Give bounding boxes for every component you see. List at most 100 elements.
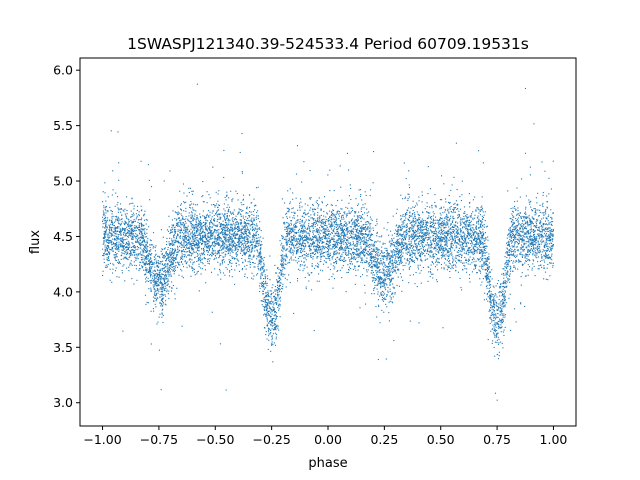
data-point (251, 250, 253, 252)
data-point (271, 341, 273, 343)
data-point (488, 262, 490, 264)
data-point (368, 246, 370, 248)
data-point (124, 235, 127, 237)
data-point (266, 278, 269, 280)
data-point (507, 244, 509, 246)
data-point (123, 228, 125, 230)
data-point (418, 214, 420, 216)
data-point (280, 291, 282, 293)
data-point (498, 303, 500, 305)
data-point (223, 176, 225, 179)
data-point (436, 281, 438, 283)
data-point (187, 254, 189, 256)
data-point (239, 222, 241, 224)
data-point (115, 218, 117, 220)
data-point (535, 223, 537, 225)
data-point (264, 302, 266, 304)
data-point (124, 233, 127, 235)
data-point (406, 229, 408, 231)
data-point (119, 208, 121, 210)
data-point (162, 298, 164, 300)
data-point (422, 239, 424, 241)
data-point (463, 222, 465, 224)
data-point (509, 281, 511, 283)
data-point (302, 225, 304, 227)
data-point (311, 265, 313, 267)
data-point (297, 257, 299, 260)
data-point (160, 305, 162, 307)
data-point (146, 280, 148, 282)
data-point (322, 263, 325, 265)
data-point (285, 254, 287, 256)
data-point (322, 221, 324, 223)
data-point (282, 263, 284, 265)
data-point (357, 215, 359, 217)
data-point (395, 260, 397, 262)
data-point (113, 235, 115, 237)
data-point (141, 217, 143, 219)
data-point (285, 213, 287, 215)
data-point (133, 254, 135, 256)
data-point (247, 229, 249, 231)
data-point (267, 314, 269, 316)
data-point (119, 229, 121, 231)
data-point (211, 234, 213, 236)
data-point (287, 248, 289, 250)
data-point (171, 243, 173, 245)
data-point (208, 263, 211, 265)
data-point (450, 215, 452, 217)
data-point (129, 262, 131, 264)
data-point (338, 247, 341, 249)
data-point (500, 283, 502, 285)
data-point (481, 267, 483, 269)
data-point (530, 220, 532, 222)
data-point (193, 203, 195, 205)
data-point (497, 336, 499, 338)
data-point (390, 251, 393, 253)
data-point (245, 216, 247, 218)
data-point (392, 296, 394, 298)
data-point (551, 217, 553, 219)
data-point (528, 249, 530, 251)
data-point (145, 218, 147, 221)
data-point (354, 283, 356, 285)
data-point (370, 253, 372, 255)
data-point (350, 267, 352, 270)
data-point (405, 262, 407, 264)
data-point (519, 234, 521, 236)
data-point (173, 239, 175, 241)
data-point (399, 256, 401, 258)
data-point (259, 291, 261, 293)
data-point (411, 221, 413, 224)
data-point (502, 285, 504, 287)
data-point (222, 243, 224, 245)
data-point (521, 255, 523, 257)
data-point (141, 236, 143, 239)
data-point (216, 210, 218, 212)
data-point (470, 243, 472, 245)
data-point (515, 238, 517, 240)
data-point (516, 255, 518, 257)
data-point (294, 256, 297, 258)
data-point (145, 266, 147, 269)
data-point (120, 239, 122, 241)
data-point (144, 263, 146, 265)
data-point (363, 236, 365, 238)
data-point (381, 251, 383, 254)
data-point (408, 237, 410, 239)
data-point (222, 272, 224, 274)
data-point (237, 224, 239, 226)
data-point (263, 256, 265, 259)
data-point (163, 268, 165, 270)
data-point (300, 252, 302, 254)
data-point (364, 212, 366, 214)
data-point (341, 208, 343, 210)
data-point (438, 237, 440, 239)
data-point (327, 233, 329, 236)
data-point (391, 263, 393, 265)
data-point (404, 239, 406, 241)
data-point (191, 242, 194, 244)
data-point (533, 229, 535, 232)
data-point (310, 217, 312, 219)
data-point (418, 217, 420, 219)
